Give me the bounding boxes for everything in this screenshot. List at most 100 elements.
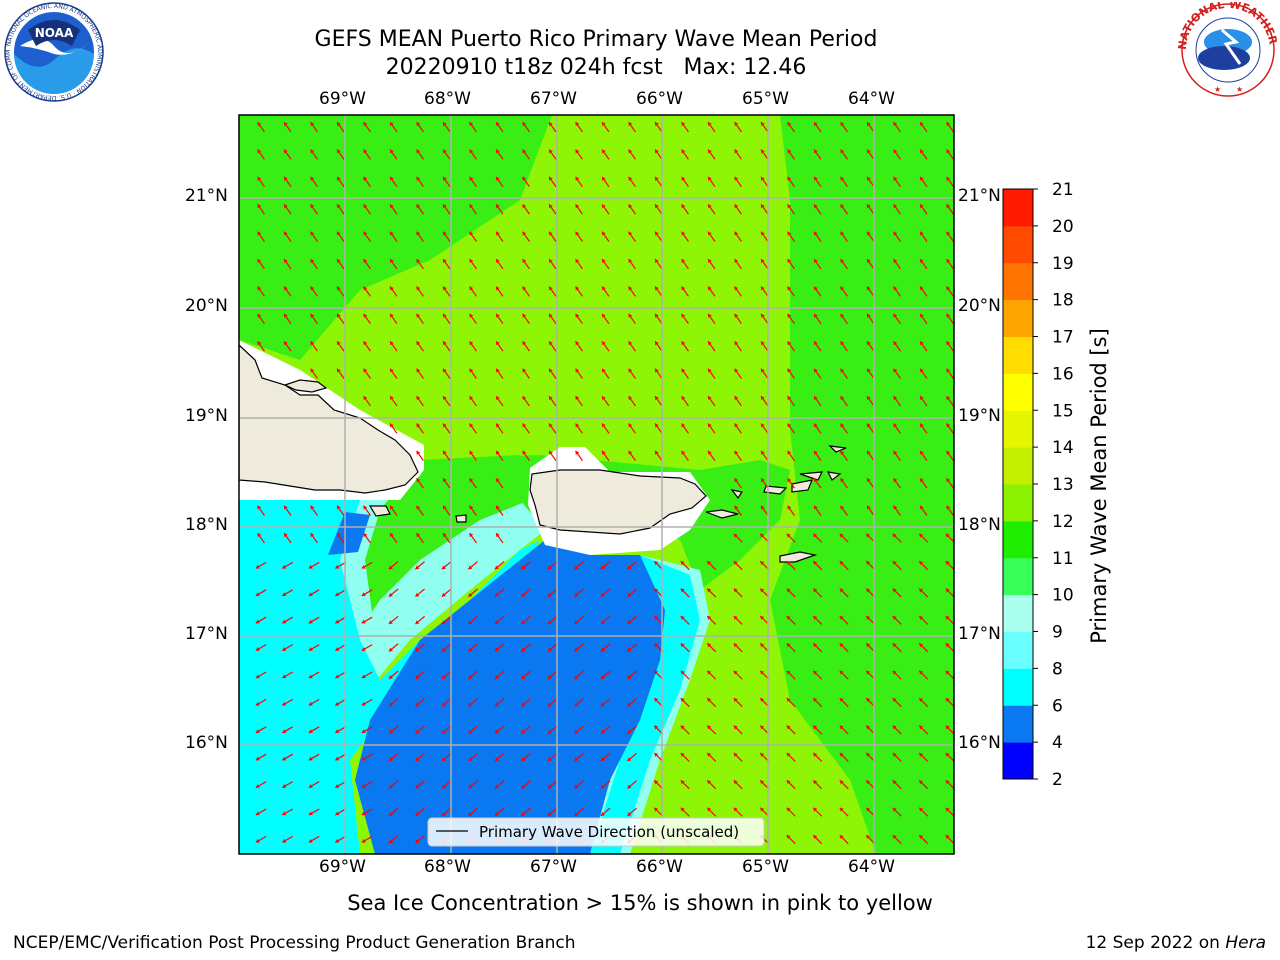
lon-label-bottom: 68°W [424, 857, 471, 877]
wave-arrow [840, 368, 848, 379]
wave-arrow [495, 149, 504, 160]
lon-label-top: 65°W [742, 89, 789, 109]
wave-arrow [388, 752, 399, 762]
lat-label-left: 21°N [185, 186, 228, 206]
wave-arrow [416, 450, 424, 462]
wave-arrow [442, 121, 451, 133]
wave-arrow [547, 752, 558, 762]
wave-arrow [335, 808, 346, 816]
wave-arrow [548, 231, 557, 242]
wave-arrow [335, 616, 346, 624]
colorbar-segment [1003, 336, 1033, 374]
wave-arrow [893, 231, 901, 242]
wave-arrow [361, 808, 373, 816]
wave-arrow [336, 532, 345, 544]
wave-arrow [308, 561, 320, 569]
wave-arrow [866, 450, 875, 462]
wave-arrow [521, 670, 531, 680]
colorbar-segment [1003, 189, 1033, 227]
wave-arrow [918, 807, 929, 817]
wave-arrow [787, 505, 795, 516]
wave-arrow [733, 642, 743, 653]
wave-arrow [733, 697, 743, 708]
wave-arrow [840, 450, 848, 462]
wave-arrow [415, 807, 425, 817]
wave-arrow [495, 477, 504, 489]
wave-direction-arrows [255, 121, 954, 845]
wave-arrow [442, 477, 451, 489]
wave-arrow [415, 561, 425, 570]
wave-arrow [892, 533, 902, 543]
wave-arrow [283, 505, 292, 516]
colorbar-segment [1003, 299, 1033, 337]
colorbar-tick-label: 13 [1052, 475, 1074, 495]
wave-arrow [919, 231, 928, 242]
wave-arrow [282, 589, 293, 597]
wave-arrow [442, 203, 451, 215]
wave-arrow [654, 231, 663, 242]
wave-arrow [522, 450, 530, 462]
wave-arrow [257, 532, 265, 544]
wave-arrow [760, 477, 769, 489]
wave-arrow [681, 340, 689, 352]
wave-arrow [522, 203, 530, 215]
wave-arrow [601, 395, 610, 407]
wave-arrow [706, 588, 717, 598]
wave-arrow [627, 561, 637, 570]
wave-arrow [282, 698, 293, 706]
colorbar-segment [1003, 705, 1033, 743]
wave-arrow [494, 780, 505, 789]
wave-arrow [600, 807, 611, 817]
wave-arrow [494, 643, 505, 652]
culebra-island [730, 489, 743, 500]
wave-arrow [786, 588, 796, 598]
wave-arrow [760, 149, 769, 160]
wave-arrow [866, 176, 875, 188]
wave-arrow [893, 313, 901, 325]
wave-arrow [389, 395, 398, 407]
wave-arrow [547, 780, 558, 789]
wave-arrow [919, 423, 928, 434]
wave-arrow [945, 779, 954, 790]
wave-arrow [495, 258, 504, 270]
wave-arrow [416, 121, 424, 133]
wave-arrow [255, 808, 267, 816]
wave-arrow [442, 450, 451, 462]
wave-arrow [946, 477, 954, 489]
tortuga-island [283, 379, 328, 393]
wave-arrow [945, 560, 954, 571]
wave-arrow [336, 203, 345, 215]
wave-arrow [283, 149, 292, 160]
wave-arrow [361, 698, 373, 706]
wave-arrow [522, 368, 530, 379]
lon-label-bottom: 69°W [319, 857, 366, 877]
wave-arrow [521, 588, 531, 598]
wave-arrow [919, 313, 928, 325]
wave-arrow [441, 752, 452, 762]
wave-arrow [547, 588, 558, 598]
wave-arrow [310, 505, 318, 516]
virgin-gorda-island [826, 471, 842, 481]
wave-arrow [574, 725, 584, 735]
wave-arrow [363, 231, 371, 242]
wave-arrow [812, 670, 823, 680]
wave-arrow [442, 176, 451, 188]
wave-arrow [760, 450, 769, 462]
wave-arrow [389, 532, 398, 544]
wave-arrow [335, 644, 346, 652]
wave-arrow [892, 615, 902, 625]
wave-arrow [310, 203, 318, 215]
wave-arrow [945, 834, 954, 845]
wave-arrow [654, 121, 663, 133]
lat-label-left: 18°N [185, 515, 228, 535]
wave-arrow [547, 615, 558, 625]
vieques-island [705, 509, 739, 519]
noaa-logo: NATIONAL OCEANIC AND ATMOSPHERIC ADMINIS… [2, 2, 104, 102]
wave-arrow [336, 286, 345, 297]
wave-arrow [389, 423, 398, 434]
wave-arrow [310, 149, 318, 160]
wave-arrow [946, 340, 954, 352]
lon-label-bottom: 67°W [530, 857, 577, 877]
colorbar-tick-label: 21 [1052, 180, 1074, 200]
wave-arrow [442, 258, 451, 270]
